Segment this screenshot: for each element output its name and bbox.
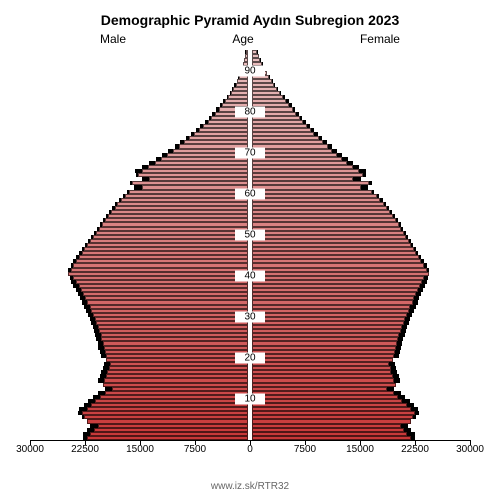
y-tick: 40 <box>235 270 265 281</box>
y-axis: 10 20 30 40 50 60 70 80 90 <box>235 50 265 440</box>
female-label: Female <box>360 32 400 46</box>
x-tick: 7500 <box>294 444 316 455</box>
y-tick: 50 <box>235 229 265 240</box>
age-label: Age <box>232 32 253 46</box>
x-tick: 7500 <box>184 444 206 455</box>
y-tick: 60 <box>235 188 265 199</box>
x-axis: 300002250015000750007500150002250030000 <box>30 440 470 470</box>
y-tick: 70 <box>235 147 265 158</box>
x-tick: 22500 <box>401 444 429 455</box>
y-tick: 80 <box>235 106 265 117</box>
y-tick: 20 <box>235 352 265 363</box>
chart-area: 10 20 30 40 50 60 70 80 90 <box>30 50 470 440</box>
x-tick: 15000 <box>126 444 154 455</box>
x-tick: 30000 <box>16 444 44 455</box>
male-label: Male <box>100 32 126 46</box>
x-tick: 30000 <box>456 444 484 455</box>
x-tick: 0 <box>247 444 253 455</box>
x-tick: 22500 <box>71 444 99 455</box>
chart-title: Demographic Pyramid Aydın Subregion 2023 <box>0 0 500 28</box>
y-tick: 10 <box>235 393 265 404</box>
y-tick: 30 <box>235 311 265 322</box>
source-text: www.iz.sk/RTR32 <box>0 481 500 492</box>
y-tick: 90 <box>235 65 265 76</box>
subtitle-row: Male Age Female <box>0 28 500 46</box>
x-tick: 15000 <box>346 444 374 455</box>
